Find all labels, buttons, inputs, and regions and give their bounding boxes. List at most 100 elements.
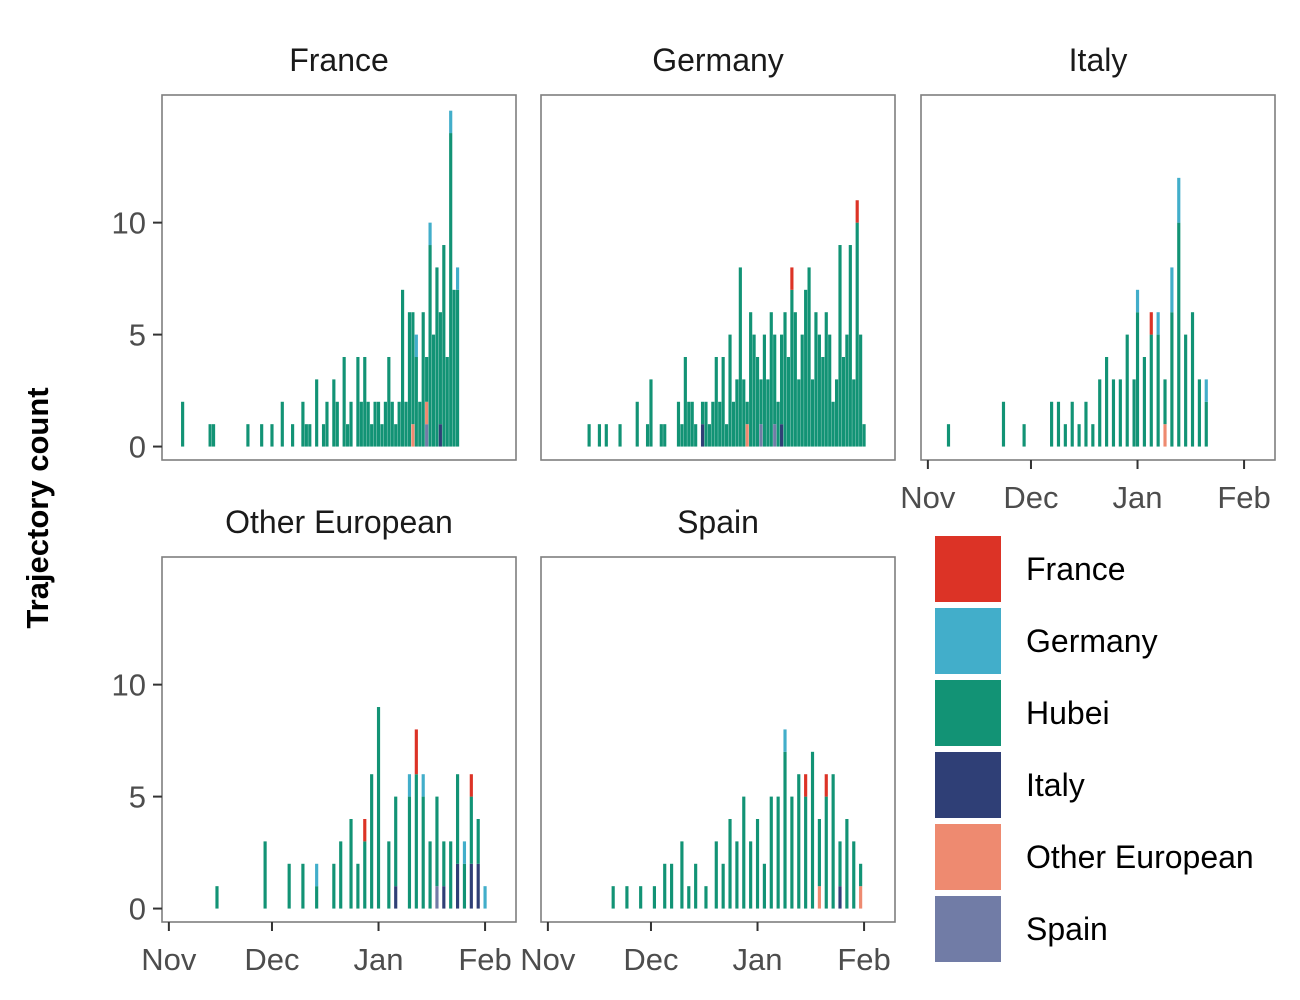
bar-spain-2020-01-15-france	[804, 774, 808, 797]
bar-germany-2020-01-14-hubei	[800, 334, 804, 447]
x-tick-label-italy-nov: Nov	[900, 480, 956, 515]
panel-frame-other-european	[161, 556, 517, 923]
y-tick-label-france-10: 10	[112, 206, 146, 241]
bar-italy-2020-01-01-germany	[1135, 289, 1140, 313]
bar-germany-2020-01-22-hubei	[828, 334, 832, 447]
bar-spain-2019-12-10-hubei	[680, 841, 684, 909]
bar-spain-2019-11-24-hubei	[625, 886, 629, 909]
bar-france-2020-01-03-hubei	[383, 401, 387, 447]
x-tick-label-other-european-feb: Feb	[458, 942, 511, 977]
bar-germany-2020-01-07-hubei	[776, 401, 780, 447]
bar-germany-2019-12-19-hubei	[711, 401, 715, 447]
bar-italy-2019-12-11-hubei	[1063, 424, 1067, 447]
bar-spain-2019-11-28-hubei	[639, 886, 643, 909]
legend-key-hubei	[935, 680, 1001, 746]
bar-other-european-2020-01-28-hubei	[469, 796, 473, 864]
bar-france-2020-01-15-other-european	[425, 401, 429, 425]
bar-france-2020-01-08-hubei	[401, 289, 405, 447]
bar-france-2020-01-21-hubei	[445, 356, 449, 447]
x-tick-label-other-european-nov: Nov	[141, 942, 197, 977]
bar-germany-2019-11-18-hubei	[604, 424, 608, 447]
bar-other-european-2020-01-20-hubei	[442, 841, 446, 887]
bar-germany-2020-01-12-hubei	[793, 312, 797, 447]
bar-germany-2020-01-01-hubei	[755, 356, 760, 447]
bar-other-european-2020-01-26-germany	[462, 841, 467, 864]
bar-other-european-2019-12-30-hubei	[370, 774, 374, 909]
bar-other-european-2020-01-14-germany	[421, 774, 425, 797]
bar-germany-2020-01-23-hubei	[831, 401, 835, 447]
bar-germany-2019-12-12-hubei	[687, 401, 691, 447]
bar-germany-2019-12-17-hubei	[704, 401, 708, 447]
bar-germany-2020-01-16-hubei	[807, 267, 811, 447]
bar-germany-2019-12-09-hubei	[676, 401, 681, 447]
bar-other-european-2020-01-20-italy	[442, 886, 446, 909]
bar-other-european-2020-01-28-italy	[469, 863, 473, 909]
legend-label-spain: Spain	[1026, 911, 1108, 947]
bar-france-2020-01-13-hubei	[418, 401, 422, 447]
bar-germany-2020-01-05-hubei	[769, 312, 773, 447]
bar-france-2019-11-05-hubei	[181, 401, 185, 447]
bar-spain-2020-01-19-hubei	[817, 818, 821, 887]
bar-germany-2020-01-17-hubei	[810, 379, 815, 447]
bar-italy-2020-01-11-hubei	[1170, 312, 1174, 447]
bar-other-european-2019-11-15-hubei	[215, 886, 219, 909]
facet-title-france: France	[289, 42, 389, 78]
bar-germany-2020-01-06-spain	[773, 424, 777, 447]
bar-germany-2019-12-13-hubei	[690, 401, 694, 447]
bar-france-2020-01-02-hubei	[380, 424, 384, 447]
bar-france-2019-12-19-hubei	[332, 379, 336, 447]
bar-spain-2020-01-23-hubei	[831, 774, 835, 909]
bar-italy-2020-01-13-germany	[1177, 177, 1181, 223]
facet-title-germany: Germany	[652, 42, 784, 78]
bar-italy-2019-11-29-hubei	[1022, 424, 1026, 447]
bar-other-european-2020-01-12-hubei	[414, 774, 418, 909]
bar-france-2019-12-27-hubei	[359, 401, 363, 447]
bar-italy-2019-12-09-hubei	[1056, 401, 1061, 447]
bar-other-european-2020-01-26-hubei	[462, 863, 467, 909]
y-tick-label-france-0: 0	[129, 430, 146, 465]
bar-other-european-2020-01-24-italy	[455, 863, 460, 909]
x-tick-label-italy-dec: Dec	[1003, 480, 1058, 515]
bar-germany-2019-12-14-hubei	[694, 424, 698, 447]
bar-france-2020-01-04-hubei	[387, 356, 391, 447]
bar-france-2020-01-17-hubei	[431, 334, 436, 447]
bar-italy-2019-12-31-hubei	[1132, 379, 1136, 447]
bar-other-european-2020-01-18-spain	[435, 886, 439, 909]
bar-other-european-2020-01-30-hubei	[476, 818, 480, 864]
bar-other-european-2019-12-28-hubei	[363, 841, 367, 909]
bar-spain-2020-01-29-hubei	[852, 841, 856, 909]
bar-france-2019-12-16-hubei	[321, 424, 326, 447]
bar-italy-2019-12-21-hubei	[1098, 379, 1102, 447]
bar-france-2019-12-26-hubei	[356, 356, 360, 447]
bar-italy-2019-12-07-hubei	[1050, 401, 1054, 447]
x-tick-label-other-european-dec: Dec	[244, 942, 299, 977]
bar-other-european-2020-01-22-hubei	[449, 841, 453, 909]
bar-spain-2020-01-09-hubei	[783, 751, 787, 909]
panel-frame-france	[161, 94, 517, 461]
bar-other-european-2019-12-14-hubei	[315, 886, 319, 909]
bar-france-2020-01-15-spain	[425, 424, 429, 447]
y-axis-title: Trajectory count	[20, 387, 55, 628]
bar-france-2019-12-04-hubei	[280, 401, 284, 447]
facet-title-italy: Italy	[1069, 42, 1128, 78]
bar-germany-2019-12-10-hubei	[680, 424, 684, 447]
bar-italy-2019-12-23-hubei	[1105, 356, 1109, 447]
bar-france-2020-01-09-hubei	[404, 401, 408, 447]
bar-france-2019-12-01-hubei	[270, 424, 274, 447]
bar-germany-2020-01-02-hubei	[759, 379, 763, 425]
bar-france-2019-12-31-hubei	[373, 401, 377, 447]
bar-france-2019-12-10-hubei	[301, 401, 305, 447]
bar-spain-2019-12-05-hubei	[663, 863, 667, 909]
bar-spain-2019-12-22-hubei	[721, 863, 725, 909]
bar-germany-2019-12-26-hubei	[735, 379, 739, 447]
bar-spain-2020-01-21-hubei	[824, 796, 828, 909]
bar-other-european-2020-01-04-hubei	[387, 841, 391, 909]
y-tick-label-other-european-10: 10	[112, 668, 146, 703]
bar-italy-2020-01-09-hubei	[1163, 379, 1167, 425]
x-tick-label-spain-feb: Feb	[837, 942, 890, 977]
bar-other-european-2019-12-26-hubei	[356, 863, 360, 909]
bar-germany-2020-01-30-france	[855, 200, 859, 223]
bar-germany-2020-01-09-hubei	[783, 312, 787, 447]
bar-other-european-2020-01-10-germany	[407, 774, 412, 797]
bar-other-european-2020-01-16-hubei	[428, 841, 432, 909]
